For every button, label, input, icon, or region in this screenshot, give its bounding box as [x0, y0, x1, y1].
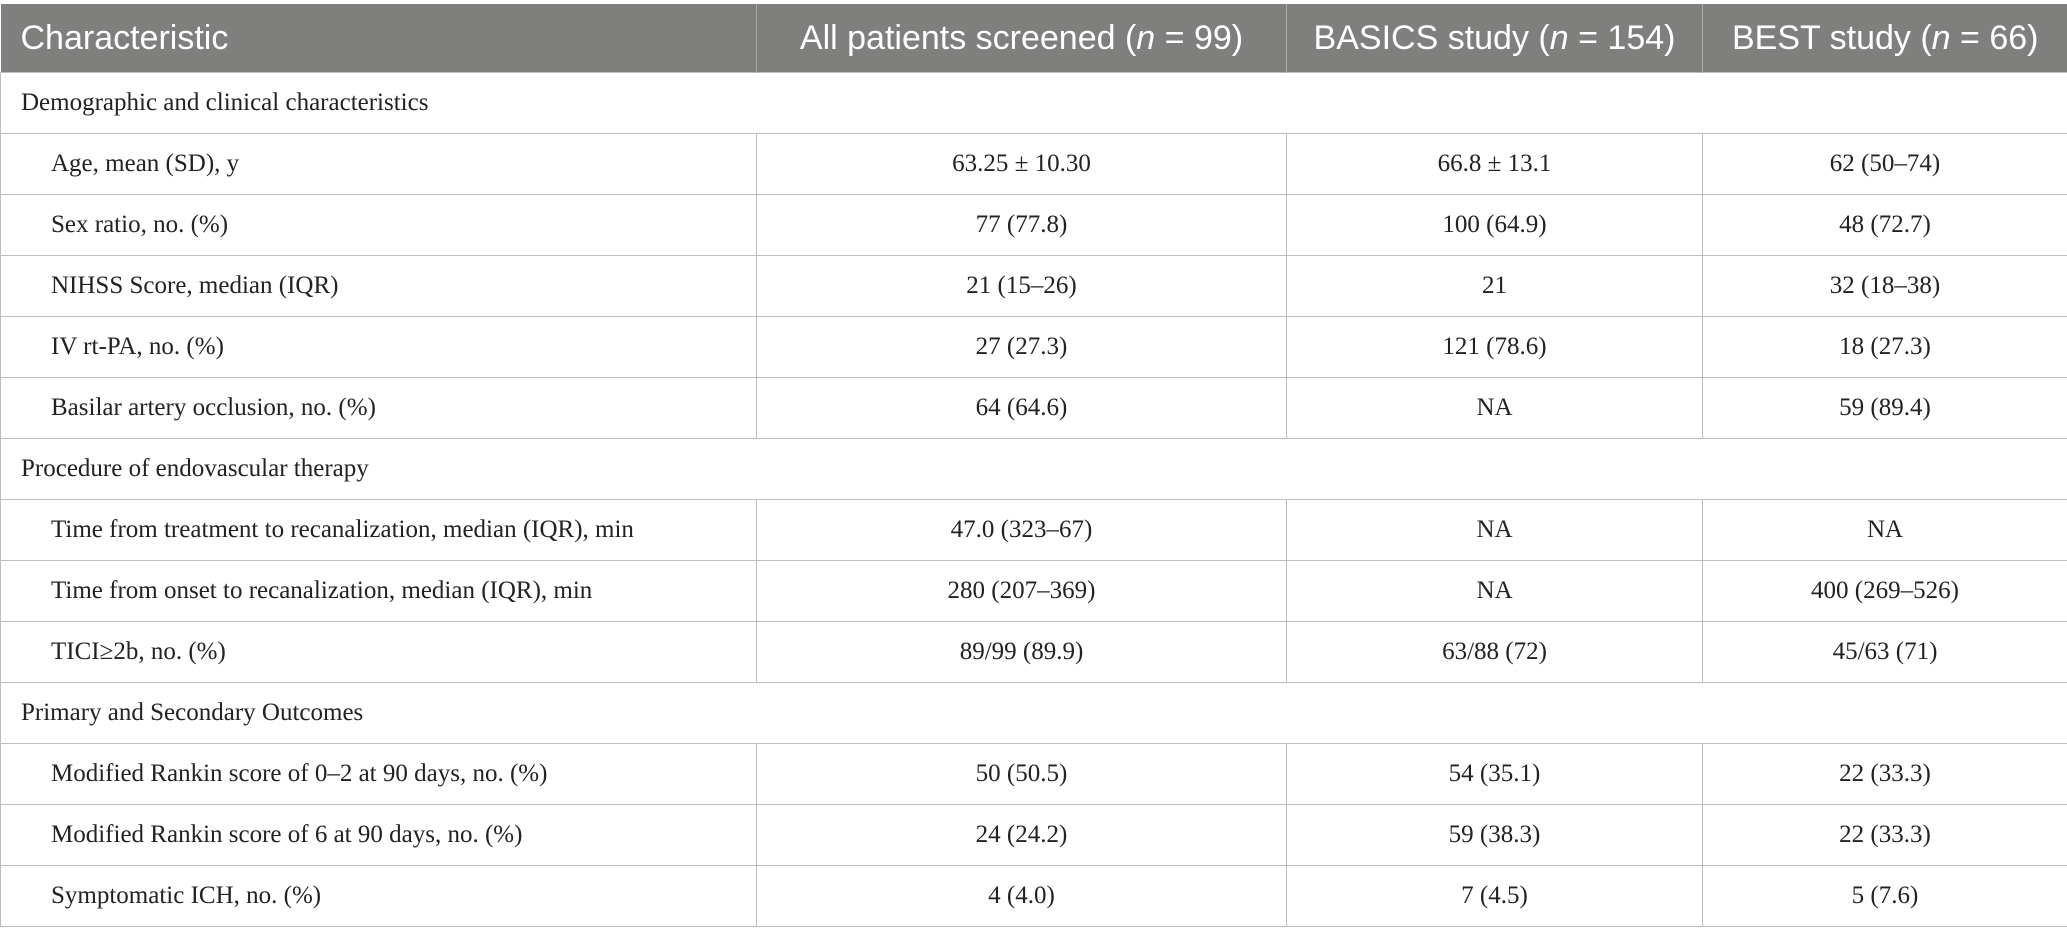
value-all-patients: 280 (207–369): [756, 560, 1287, 622]
row-label: NIHSS Score, median (IQR): [0, 255, 757, 317]
row-label: Symptomatic ICH, no. (%): [0, 865, 757, 927]
row-label: Age, mean (SD), y: [0, 133, 757, 195]
value-all-patients: 47.0 (323–67): [756, 499, 1287, 561]
table-row: Time from treatment to recanalization, m…: [0, 499, 2067, 561]
row-label: Modified Rankin score of 6 at 90 days, n…: [0, 804, 757, 866]
value-best: NA: [1702, 499, 2067, 561]
section-row: Procedure of endovascular therapy: [0, 438, 2067, 500]
value-best: 32 (18–38): [1702, 255, 2067, 317]
header-best-study: BEST study (n = 66): [1702, 4, 2067, 73]
value-all-patients: 50 (50.5): [756, 743, 1287, 805]
row-label: Time from onset to recanalization, media…: [0, 560, 757, 622]
value-basics: NA: [1286, 560, 1703, 622]
header-characteristic: Characteristic: [0, 4, 757, 73]
row-label: TICI≥2b, no. (%): [0, 621, 757, 683]
value-basics: 21: [1286, 255, 1703, 317]
value-all-patients: 27 (27.3): [756, 316, 1287, 378]
header-basics-study: BASICS study (n = 154): [1286, 4, 1703, 73]
value-best: 45/63 (71): [1702, 621, 2067, 683]
table-row: Symptomatic ICH, no. (%) 4 (4.0) 7 (4.5) 5 …: [0, 865, 2067, 927]
value-basics: NA: [1286, 377, 1703, 439]
value-basics: 59 (38.3): [1286, 804, 1703, 866]
value-basics: 63/88 (72): [1286, 621, 1703, 683]
value-best: 18 (27.3): [1702, 316, 2067, 378]
section-row: Primary and Secondary Outcomes: [0, 682, 2067, 744]
value-all-patients: 21 (15–26): [756, 255, 1287, 317]
value-best: 400 (269–526): [1702, 560, 2067, 622]
value-basics: 7 (4.5): [1286, 865, 1703, 927]
table-row: Time from onset to recanalization, media…: [0, 560, 2067, 622]
value-best: 48 (72.7): [1702, 194, 2067, 256]
value-best: 62 (50–74): [1702, 133, 2067, 195]
table-row: Modified Rankin score of 6 at 90 days, n…: [0, 804, 2067, 866]
value-basics: 54 (35.1): [1286, 743, 1703, 805]
value-all-patients: 4 (4.0): [756, 865, 1287, 927]
table-body: Demographic and clinical characteristics…: [0, 72, 2067, 927]
header-all-patients: All patients screened (n = 99): [756, 4, 1287, 73]
value-all-patients: 89/99 (89.9): [756, 621, 1287, 683]
row-label: Modified Rankin score of 0–2 at 90 days,…: [0, 743, 757, 805]
value-best: 22 (33.3): [1702, 743, 2067, 805]
table-row: TICI≥2b, no. (%) 89/99 (89.9) 63/88 (72) 45…: [0, 621, 2067, 683]
row-label: IV rt-PA, no. (%): [0, 316, 757, 378]
section-title: Procedure of endovascular therapy: [0, 438, 2067, 500]
value-best: 22 (33.3): [1702, 804, 2067, 866]
value-all-patients: 64 (64.6): [756, 377, 1287, 439]
row-label: Time from treatment to recanalization, m…: [0, 499, 757, 561]
table-row: Sex ratio, no. (%) 77 (77.8) 100 (64.9) 48 …: [0, 194, 2067, 256]
header-row: Characteristic All patients screened (n …: [0, 4, 2067, 73]
value-best: 59 (89.4): [1702, 377, 2067, 439]
table-row: Age, mean (SD), y 63.25 ± 10.30 66.8 ± 13.…: [0, 133, 2067, 195]
value-basics: 121 (78.6): [1286, 316, 1703, 378]
table-row: Modified Rankin score of 0–2 at 90 days,…: [0, 743, 2067, 805]
table-row: IV rt-PA, no. (%) 27 (27.3) 121 (78.6) 18 (…: [0, 316, 2067, 378]
value-basics: 66.8 ± 13.1: [1286, 133, 1703, 195]
row-label: Sex ratio, no. (%): [0, 194, 757, 256]
table-row: Basilar artery occlusion, no. (%) 64 (64.…: [0, 377, 2067, 439]
value-basics: 100 (64.9): [1286, 194, 1703, 256]
value-all-patients: 77 (77.8): [756, 194, 1287, 256]
section-row: Demographic and clinical characteristics: [0, 72, 2067, 134]
value-best: 5 (7.6): [1702, 865, 2067, 927]
section-title: Demographic and clinical characteristics: [0, 72, 2067, 134]
table-row: NIHSS Score, median (IQR) 21 (15–26) 21 32 …: [0, 255, 2067, 317]
value-basics: NA: [1286, 499, 1703, 561]
value-all-patients: 63.25 ± 10.30: [756, 133, 1287, 195]
characteristics-table: Characteristic All patients screened (n …: [0, 4, 2067, 927]
value-all-patients: 24 (24.2): [756, 804, 1287, 866]
row-label: Basilar artery occlusion, no. (%): [0, 377, 757, 439]
section-title: Primary and Secondary Outcomes: [0, 682, 2067, 744]
